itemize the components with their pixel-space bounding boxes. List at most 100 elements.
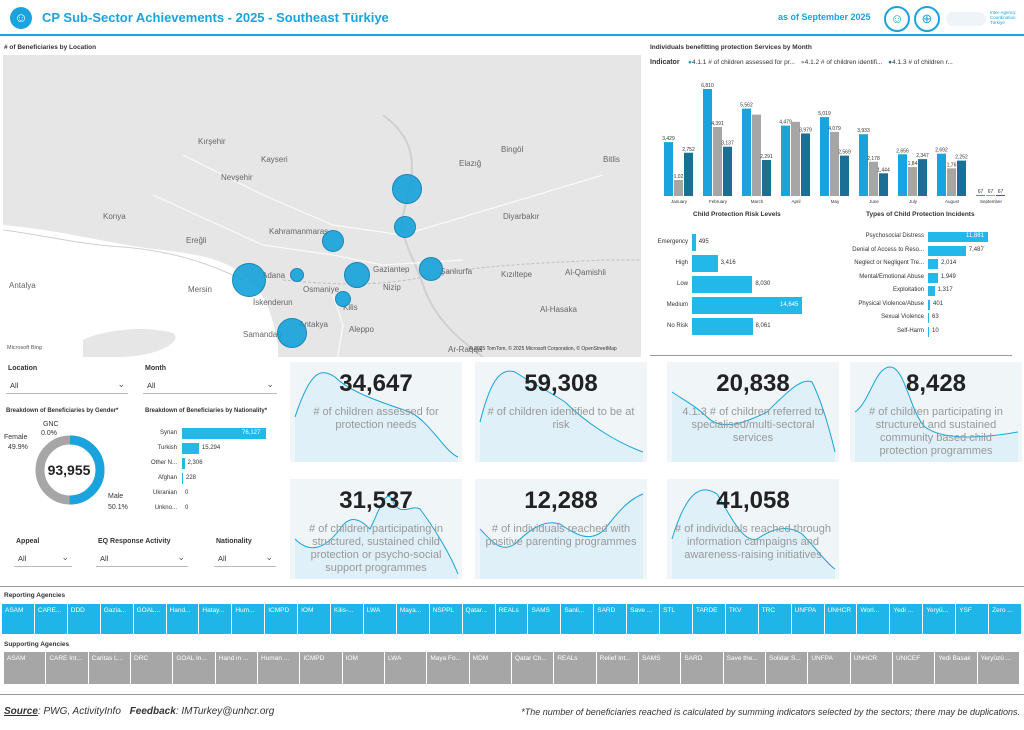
monthly-bar[interactable] — [674, 179, 683, 196]
monthly-bar[interactable] — [976, 194, 985, 196]
supporting-agency-tile[interactable]: DRC — [131, 652, 173, 684]
monthly-bar[interactable] — [684, 152, 693, 196]
map-bubble[interactable] — [277, 318, 307, 348]
kpi-card[interactable]: 12,288 # of individuals reached with posi… — [475, 479, 647, 579]
supporting-agency-tile[interactable]: UNHCR — [850, 652, 892, 684]
reporting-agency-tile[interactable]: Save ... — [627, 604, 660, 634]
gender-donut-chart[interactable] — [4, 418, 136, 518]
reporting-agency-tile[interactable]: TKV — [725, 604, 758, 634]
supporting-agency-tile[interactable]: ICMPD — [300, 652, 342, 684]
supporting-agency-tile[interactable]: UNICEF — [893, 652, 935, 684]
reporting-agency-tile[interactable]: Hatay... — [199, 604, 232, 634]
hbar[interactable] — [928, 286, 935, 296]
hbar[interactable] — [928, 232, 988, 242]
monthly-bar[interactable] — [742, 108, 751, 196]
reporting-agency-tile[interactable]: Maya... — [396, 604, 429, 634]
reporting-agency-tile[interactable]: SAMS — [528, 604, 561, 634]
supporting-agency-tile[interactable]: Solidar S... — [766, 652, 808, 684]
supporting-agency-tile[interactable]: SARD — [681, 652, 723, 684]
monthly-bar[interactable] — [879, 173, 888, 196]
supporting-agency-tile[interactable]: Save the... — [723, 652, 765, 684]
nationality-bar[interactable] — [182, 428, 266, 439]
reporting-agency-tile[interactable]: Hand... — [166, 604, 199, 634]
monthly-bar[interactable] — [869, 161, 878, 196]
map-bubble[interactable] — [290, 268, 304, 282]
reporting-agency-tile[interactable]: Gazia... — [100, 604, 133, 634]
map-bubble[interactable] — [232, 263, 266, 297]
supporting-agency-tile[interactable]: IOM — [342, 652, 384, 684]
monthly-bar[interactable] — [986, 194, 995, 196]
monthly-bar[interactable] — [957, 160, 966, 196]
nationality-bar[interactable] — [182, 443, 199, 454]
hbar[interactable] — [692, 255, 718, 272]
monthly-bar[interactable] — [830, 131, 839, 196]
nationality-slicer[interactable]: All ⌄ — [214, 552, 276, 567]
reporting-agency-tile[interactable]: GOAL... — [133, 604, 166, 634]
hbar[interactable] — [692, 234, 696, 251]
legend-item-3[interactable]: 4.1.3 # of children r... — [892, 59, 953, 66]
reporting-agency-tile[interactable]: UNHCR — [824, 604, 857, 634]
monthly-bar[interactable] — [752, 114, 761, 196]
reporting-agency-tile[interactable]: ICMPD — [265, 604, 298, 634]
map-bubble[interactable] — [335, 291, 351, 307]
incident-types-chart[interactable]: Psychosocial Distress 11,881 Denial of Acc… — [826, 232, 1022, 344]
reporting-agency-tile[interactable]: Hum... — [232, 604, 265, 634]
supporting-agency-tile[interactable]: Hand in ... — [215, 652, 257, 684]
monthly-bar[interactable] — [762, 159, 771, 196]
supporting-agency-tile[interactable]: Human ... — [258, 652, 300, 684]
hbar[interactable] — [928, 313, 929, 323]
reporting-agency-tile[interactable]: LWA — [363, 604, 396, 634]
nationality-bar[interactable] — [182, 473, 183, 484]
reporting-agency-tile[interactable]: YSF — [956, 604, 989, 634]
monthly-bar[interactable] — [781, 125, 790, 196]
supporting-agency-tile[interactable]: Yedi Basak — [935, 652, 977, 684]
supporting-agency-tile[interactable]: REALs — [554, 652, 596, 684]
hbar[interactable] — [928, 245, 966, 256]
map-attribution[interactable]: © 2025 TomTom, © 2025 Microsoft Corporat… — [469, 346, 617, 352]
reporting-agency-tile[interactable]: STL — [660, 604, 692, 634]
risk-levels-chart[interactable]: Emergency 495 High 3,416 Low 8,030 Medium 14,64… — [650, 234, 820, 339]
supporting-agency-tile[interactable]: UNFPA — [808, 652, 850, 684]
monthly-bar[interactable] — [713, 126, 722, 196]
hbar[interactable] — [692, 318, 753, 335]
supporting-agency-tile[interactable]: LWA — [385, 652, 427, 684]
map-bubble[interactable] — [322, 230, 344, 252]
supporting-agency-tile[interactable]: Relief Int... — [596, 652, 638, 684]
feedback-text[interactable]: : IMTurkey@unhcr.org — [175, 706, 275, 717]
eq-slicer[interactable]: All ⌄ — [96, 552, 188, 567]
legend-item-2[interactable]: 4.1.2 # of children identifi... — [804, 59, 883, 66]
kpi-card[interactable]: 8,428 # of children participating in stru… — [850, 362, 1022, 462]
appeal-slicer[interactable]: All ⌄ — [14, 552, 72, 567]
supporting-agency-tile[interactable]: Qatar Ch... — [512, 652, 554, 684]
monthly-bar[interactable] — [937, 153, 946, 196]
kpi-card[interactable]: 31,537 # of children participating in str… — [290, 479, 462, 579]
kpi-card[interactable]: 34,647 # of children assessed for protect… — [290, 362, 462, 462]
donut-segment-male[interactable] — [35, 435, 105, 505]
monthly-bar[interactable] — [703, 88, 712, 196]
reporting-agency-tile[interactable]: Yeryü... — [923, 604, 956, 634]
monthly-bar[interactable] — [840, 155, 849, 196]
reporting-agency-tile[interactable]: DDD — [67, 604, 100, 634]
month-slicer[interactable]: All ⌄ — [143, 379, 277, 394]
kpi-card[interactable]: 59,308 # of children identified to be at … — [475, 362, 647, 462]
legend-item-1[interactable]: 4.1.1 # of children assessed for pr... — [691, 59, 795, 66]
map-bubble[interactable] — [419, 257, 443, 281]
monthly-bar[interactable] — [820, 117, 829, 196]
reporting-agency-tile[interactable]: TARDE — [692, 604, 725, 634]
hbar[interactable] — [928, 259, 939, 269]
reporting-agency-tile[interactable]: IOM — [298, 604, 331, 634]
monthly-bar[interactable] — [947, 168, 956, 196]
supporting-agency-tile[interactable]: MDM — [469, 652, 511, 684]
location-slicer[interactable]: All ⌄ — [6, 379, 128, 394]
supporting-agency-tile[interactable]: CARE Int... — [46, 652, 88, 684]
monthly-bar[interactable] — [664, 142, 673, 196]
monthly-bar[interactable] — [791, 121, 800, 196]
nationality-bar[interactable] — [182, 458, 185, 469]
kpi-card[interactable]: 41,058 # of individuals reached through i… — [667, 479, 839, 579]
map-bubble[interactable] — [392, 174, 422, 204]
supporting-agency-tile[interactable]: Maya Fo... — [427, 652, 469, 684]
reporting-agency-tile[interactable]: Zero ... — [989, 604, 1021, 634]
supporting-agency-tile[interactable]: ASAM — [4, 652, 46, 684]
reporting-agency-tile[interactable]: UNFPA — [791, 604, 824, 634]
supporting-agency-tile[interactable]: Caritas L... — [88, 652, 130, 684]
